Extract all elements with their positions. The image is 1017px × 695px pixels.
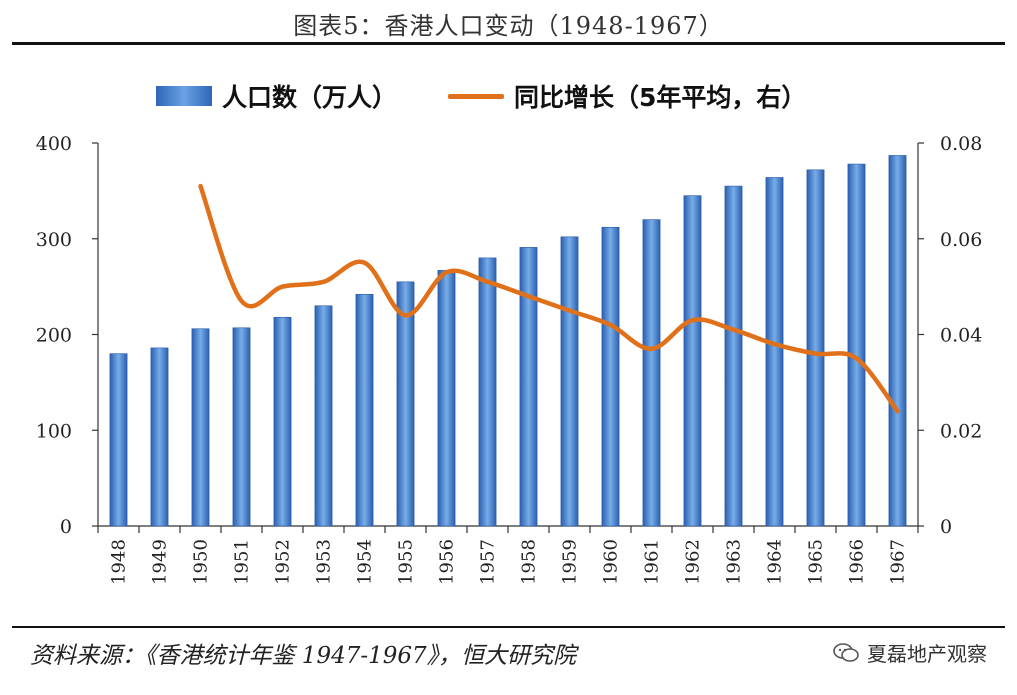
x-tick-label: 1957	[478, 539, 499, 585]
y-right-tick-label: 0	[940, 516, 952, 538]
growth-line	[198, 183, 900, 414]
source-note: 资料来源：《香港统计年鉴 1947-1967》，恒大研究院	[30, 643, 577, 669]
bottom-rule	[12, 626, 1005, 628]
x-tick-label: 1950	[191, 539, 212, 585]
population-bar	[601, 226, 620, 527]
x-tick-label: 1963	[724, 539, 745, 585]
population-bar	[478, 257, 497, 527]
x-tick-label: 1967	[888, 539, 909, 585]
x-tick-label: 1954	[355, 539, 376, 585]
y-right-tick-label: 0.02	[940, 420, 982, 442]
population-bar	[109, 353, 128, 527]
x-tick-label: 1948	[109, 539, 130, 585]
y-right-tick-label: 0.06	[940, 229, 982, 251]
x-tick-label: 1952	[273, 539, 294, 585]
x-tick-label: 1966	[847, 539, 868, 585]
y-right-tick-label: 0.04	[940, 325, 982, 347]
legend-item-population: 人口数（万人）	[156, 78, 397, 114]
y-right-tick-label: 0.08	[940, 133, 982, 155]
watermark: 夏磊地产观察	[833, 638, 987, 667]
x-tick-label: 1953	[314, 539, 335, 585]
legend-item-growth: 同比增长（5年平均，右）	[448, 78, 806, 114]
x-tick-label: 1960	[601, 539, 622, 585]
legend-label-growth: 同比增长（5年平均，右）	[514, 83, 807, 112]
x-tick-label: 1964	[765, 539, 786, 585]
population-bar	[191, 328, 210, 527]
population-bar	[806, 169, 825, 527]
population-bar	[396, 281, 415, 527]
x-tick-label: 1956	[437, 539, 458, 585]
population-bar	[847, 163, 866, 527]
x-tick-label: 1965	[806, 539, 827, 585]
y-left-tick-label: 200	[36, 325, 72, 347]
population-bar	[724, 185, 743, 527]
y-left-tick-label: 300	[36, 229, 72, 251]
x-tick-label: 1955	[396, 539, 417, 585]
watermark-text: 夏磊地产观察	[867, 642, 987, 666]
population-bar	[273, 316, 292, 527]
population-bar	[437, 270, 456, 527]
x-tick-label: 1961	[642, 539, 663, 585]
population-bar	[765, 177, 784, 527]
legend: 人口数（万人） 同比增长（5年平均，右）	[0, 78, 1017, 118]
x-tick-label: 1959	[560, 539, 581, 585]
y-left-tick-label: 0	[60, 516, 72, 538]
population-bar	[642, 219, 661, 527]
legend-line-swatch	[448, 93, 504, 99]
legend-label-population: 人口数（万人）	[222, 83, 398, 112]
population-bar	[560, 236, 579, 527]
population-bar	[150, 347, 169, 527]
x-tick-label: 1962	[683, 539, 704, 585]
population-bar	[232, 327, 251, 527]
legend-bar-swatch	[156, 86, 212, 106]
population-bar	[355, 293, 374, 527]
population-bar	[314, 305, 333, 527]
x-tick-label: 1958	[519, 539, 540, 585]
x-tick-label: 1951	[232, 539, 253, 585]
chat-bubble-icon	[833, 642, 859, 664]
population-bar	[519, 247, 538, 527]
chart-title: 图表5：香港人口变动（1948-1967）	[293, 12, 724, 40]
top-rule	[12, 42, 1005, 45]
y-left-tick-label: 100	[36, 420, 72, 442]
y-left-tick-label: 400	[36, 133, 72, 155]
population-bar	[683, 195, 702, 527]
x-tick-label: 1949	[150, 539, 171, 585]
population-bar	[888, 155, 907, 527]
